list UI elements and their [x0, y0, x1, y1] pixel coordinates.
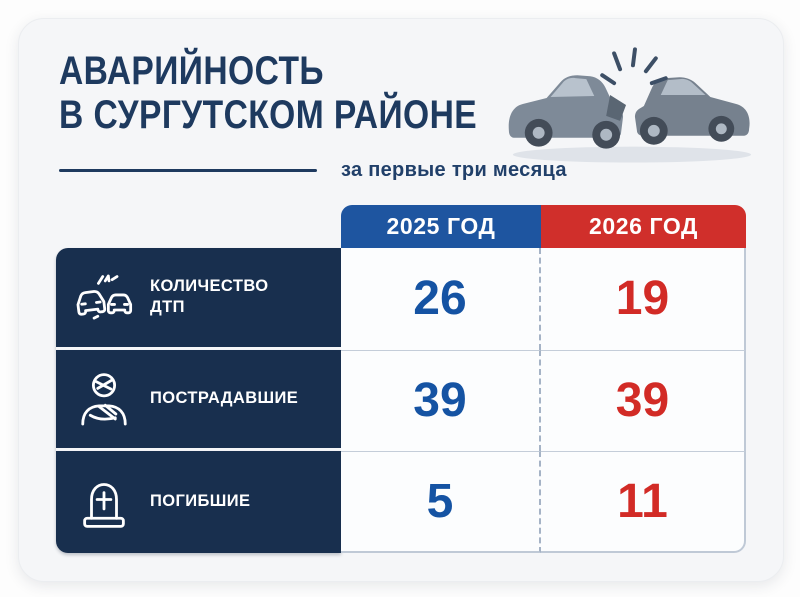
value-accidents-2025: 26	[341, 248, 541, 350]
injured-person-icon	[72, 368, 136, 430]
row-label-text: ПОГИБШИЕ	[150, 492, 251, 511]
value-accidents-2026: 19	[541, 248, 746, 350]
period-label: за первые три месяца	[341, 159, 567, 181]
row-label-deaths: ПОГИБШИЕ	[56, 451, 341, 553]
column-header-2026: 2026 ГОД	[541, 205, 746, 248]
row-label-text: ПОСТРАДАВШИЕ	[150, 389, 299, 408]
value-deaths-2026: 11	[541, 451, 746, 553]
stats-table: 2025 ГОД 2026 ГОД КОЛИЧЕСТВО	[56, 205, 746, 553]
value-injured-2026: 39	[541, 349, 746, 452]
title-line-1: АВАРИЙНОСТЬ	[59, 49, 324, 93]
period-row: за первые три месяца	[59, 159, 567, 182]
title-line-2: В СУРГУТСКОМ РАЙОНЕ	[59, 93, 478, 137]
column-header-2025: 2025 ГОД	[341, 205, 541, 248]
value-deaths-2025: 5	[341, 451, 541, 553]
infographic-card: АВАРИЙНОСТЬ В СУРГУТСКОМ РАЙОНЕ за первы…	[18, 18, 784, 582]
car-crash-icon	[72, 266, 136, 328]
value-injured-2025: 39	[341, 349, 541, 452]
row-label-injured: ПОСТРАДАВШИЕ	[56, 349, 341, 452]
page-title: АВАРИЙНОСТЬ В СУРГУТСКОМ РАЙОНЕ	[59, 49, 477, 137]
row-label-text: КОЛИЧЕСТВО ДТП	[150, 276, 269, 317]
divider-line	[59, 169, 317, 172]
table-corner-spacer	[56, 205, 341, 248]
row-label-accidents: КОЛИЧЕСТВО ДТП	[56, 248, 341, 350]
car-collision-illustration	[508, 47, 752, 163]
tombstone-icon	[72, 471, 136, 533]
